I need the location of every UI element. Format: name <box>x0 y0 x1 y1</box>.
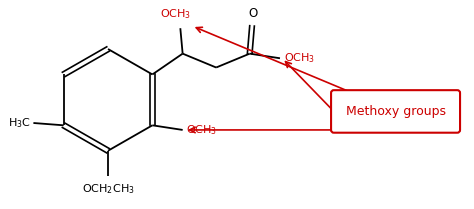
FancyBboxPatch shape <box>331 90 460 133</box>
Text: OCH$_3$: OCH$_3$ <box>284 51 315 65</box>
Text: O: O <box>248 7 257 20</box>
Text: OCH$_2$CH$_3$: OCH$_2$CH$_3$ <box>82 182 135 195</box>
Text: Methoxy groups: Methoxy groups <box>346 105 446 118</box>
Text: OCH$_3$: OCH$_3$ <box>160 8 191 21</box>
Text: OCH$_3$: OCH$_3$ <box>186 123 218 137</box>
Text: H$_3$C: H$_3$C <box>8 116 31 130</box>
